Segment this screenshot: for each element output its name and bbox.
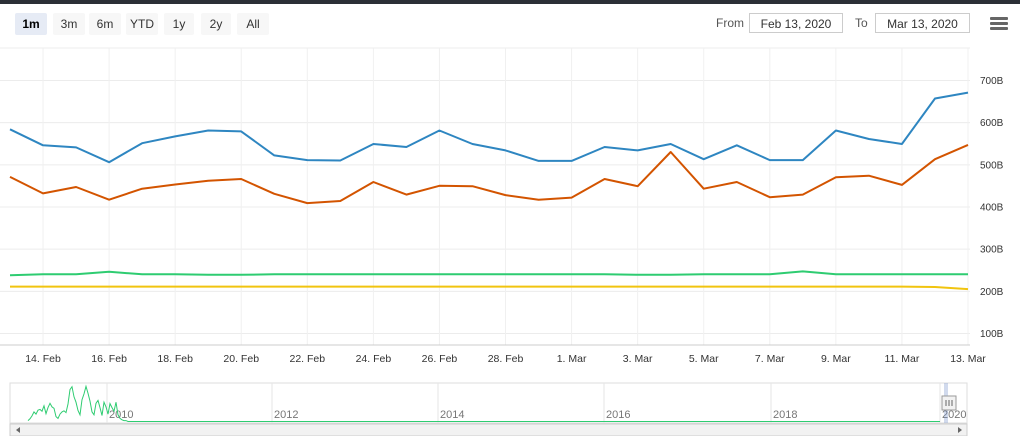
series-line-4[interactable] xyxy=(10,285,969,291)
x-tick-label: 26. Feb xyxy=(422,353,458,365)
navigator-year-label: 2020 xyxy=(942,409,966,421)
scroll-left-icon[interactable] xyxy=(16,427,20,433)
to-date-input[interactable]: Mar 13, 2020 xyxy=(875,13,970,33)
navigator-year-label: 2012 xyxy=(274,409,298,421)
x-tick-label: 22. Feb xyxy=(290,353,326,365)
grid-lines xyxy=(0,47,970,346)
x-axis-labels: 14. Feb 16. Feb 18. Feb 20. Feb 22. Feb 24. F… xyxy=(25,353,986,365)
y-tick-label: 200B xyxy=(980,287,1004,298)
x-tick-label: 24. Feb xyxy=(356,353,392,365)
x-tick-label: 13. Mar xyxy=(950,353,986,365)
y-tick-label: 100B xyxy=(980,329,1004,340)
hamburger-menu-icon[interactable] xyxy=(990,17,1008,31)
range-button-1m[interactable]: 1m xyxy=(15,13,47,35)
x-tick-label: 28. Feb xyxy=(488,353,524,365)
navigator-year-label: 2018 xyxy=(773,409,797,421)
scrollbar-track[interactable] xyxy=(9,423,968,436)
series-lines xyxy=(9,91,969,291)
x-tick-label: 1. Mar xyxy=(557,353,587,365)
x-tick-label: 11. Mar xyxy=(885,353,920,365)
range-button-all[interactable]: All xyxy=(237,13,269,35)
navigator: 2010 2012 2014 2016 2018 2020 xyxy=(9,382,968,436)
navigator-series-line xyxy=(27,384,940,422)
from-date-input[interactable]: Feb 13, 2020 xyxy=(749,13,843,33)
scroll-right-icon[interactable] xyxy=(958,427,962,433)
to-label: To xyxy=(855,16,868,30)
navigator-year-label: 2016 xyxy=(606,409,630,421)
y-tick-label: 600B xyxy=(980,118,1004,129)
from-label: From xyxy=(716,16,744,30)
range-button-2y[interactable]: 2y xyxy=(201,13,231,35)
navigator-year-label: 2010 xyxy=(109,409,133,421)
x-tick-label: 7. Mar xyxy=(755,353,785,365)
x-tick-label: 5. Mar xyxy=(689,353,719,365)
x-tick-label: 16. Feb xyxy=(91,353,127,365)
range-button-ytd[interactable]: YTD xyxy=(126,13,158,35)
x-tick-label: 3. Mar xyxy=(623,353,653,365)
x-tick-label: 14. Feb xyxy=(25,353,61,365)
range-button-6m[interactable]: 6m xyxy=(89,13,121,35)
x-tick-label: 20. Feb xyxy=(223,353,259,365)
range-button-3m[interactable]: 3m xyxy=(53,13,85,35)
y-tick-label: 400B xyxy=(980,203,1004,214)
x-tick-label: 9. Mar xyxy=(821,353,851,365)
navigator-frame xyxy=(9,382,968,424)
y-tick-label: 700B xyxy=(980,76,1004,87)
top-bar xyxy=(0,0,1020,4)
navigator-year-label: 2014 xyxy=(440,409,464,421)
y-tick-label: 300B xyxy=(980,245,1004,256)
series-line-1[interactable] xyxy=(9,91,969,164)
y-axis-labels: 100B 200B 300B 400B 500B 600B 700B xyxy=(980,76,1004,340)
y-tick-label: 500B xyxy=(980,160,1004,171)
series-line-3[interactable] xyxy=(9,270,968,277)
x-tick-label: 18. Feb xyxy=(157,353,193,365)
range-button-1y[interactable]: 1y xyxy=(164,13,194,35)
series-line-2[interactable] xyxy=(9,143,969,205)
